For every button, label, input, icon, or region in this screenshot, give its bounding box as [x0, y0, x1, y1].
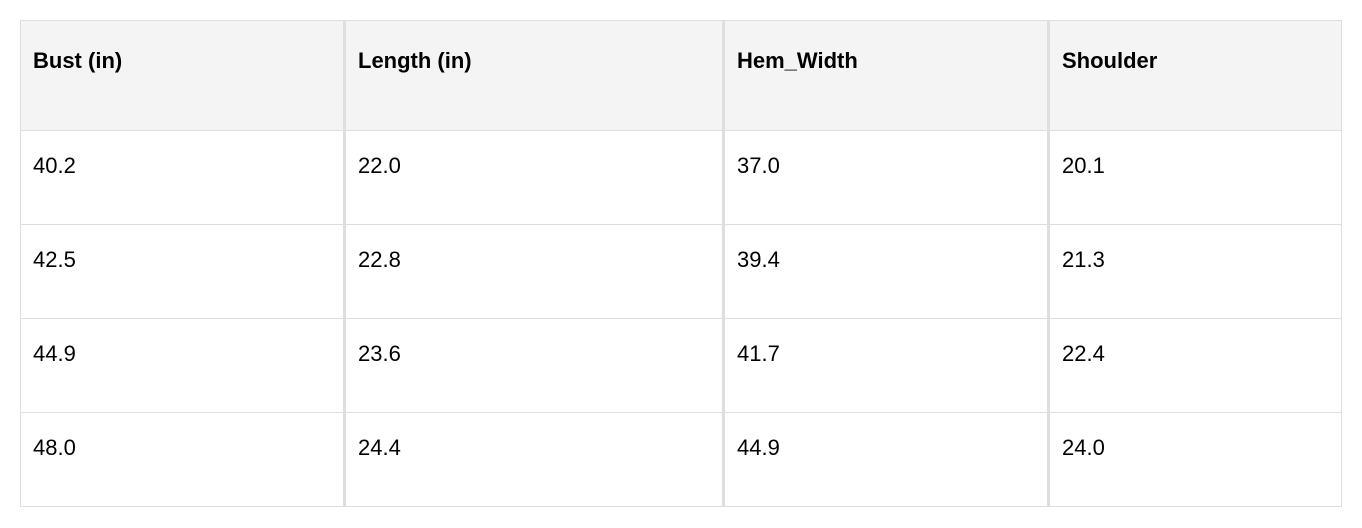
header-hem-width: Hem_Width: [723, 20, 1048, 131]
table-row: 42.5 22.8 39.4 21.3: [20, 225, 1342, 319]
cell-hem-width: 37.0: [723, 131, 1048, 225]
table-row: 44.9 23.6 41.7 22.4: [20, 319, 1342, 413]
header-row: Bust (in) Length (in) Hem_Width Shoulder: [20, 20, 1342, 131]
measurements-table: Bust (in) Length (in) Hem_Width Shoulder…: [20, 20, 1342, 507]
table-row: 48.0 24.4 44.9 24.0: [20, 413, 1342, 507]
header-shoulder: Shoulder: [1048, 20, 1342, 131]
header-bust: Bust (in): [20, 20, 344, 131]
cell-bust: 44.9: [20, 319, 344, 413]
cell-bust: 40.2: [20, 131, 344, 225]
table-row: 40.2 22.0 37.0 20.1: [20, 131, 1342, 225]
header-length: Length (in): [344, 20, 723, 131]
cell-hem-width: 41.7: [723, 319, 1048, 413]
cell-length: 22.8: [344, 225, 723, 319]
cell-bust: 48.0: [20, 413, 344, 507]
cell-hem-width: 39.4: [723, 225, 1048, 319]
cell-length: 24.4: [344, 413, 723, 507]
cell-shoulder: 22.4: [1048, 319, 1342, 413]
cell-length: 22.0: [344, 131, 723, 225]
cell-shoulder: 20.1: [1048, 131, 1342, 225]
cell-hem-width: 44.9: [723, 413, 1048, 507]
cell-shoulder: 24.0: [1048, 413, 1342, 507]
cell-length: 23.6: [344, 319, 723, 413]
cell-bust: 42.5: [20, 225, 344, 319]
cell-shoulder: 21.3: [1048, 225, 1342, 319]
